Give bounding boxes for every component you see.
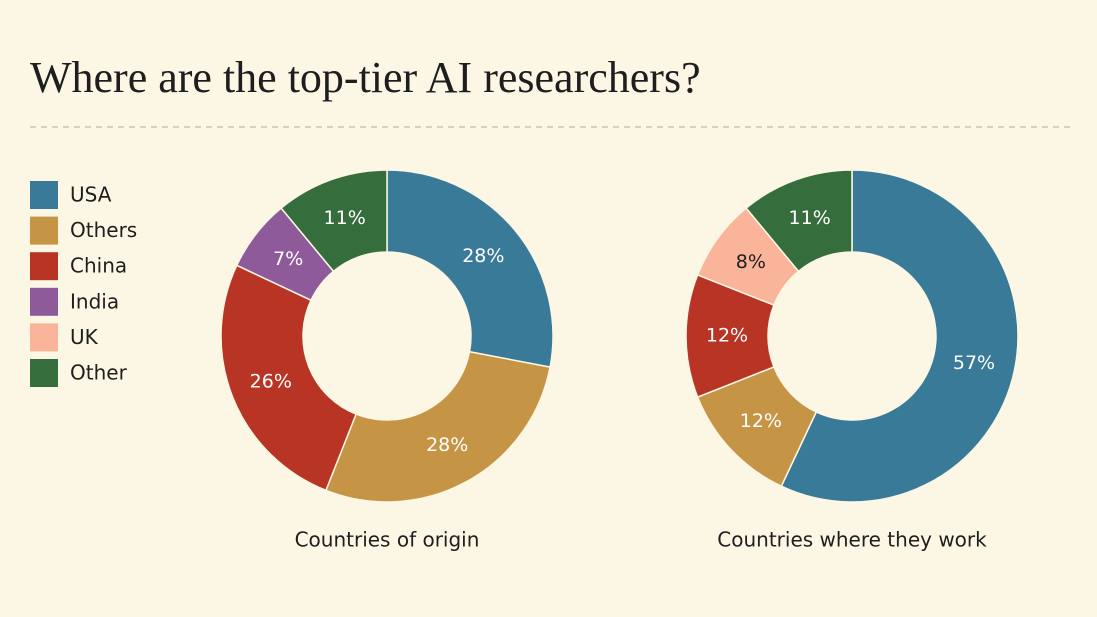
data-label: 26% (250, 371, 292, 393)
legend-label: UK (70, 325, 99, 349)
chart-caption: Countries where they work (717, 528, 987, 552)
legend-label: India (70, 289, 119, 313)
data-label: 12% (740, 410, 782, 432)
legend-swatch (30, 216, 58, 245)
legend-label: USA (70, 183, 112, 207)
legend-label: Others (70, 218, 137, 242)
donut-slice (324, 350, 551, 503)
data-label: 11% (324, 207, 366, 229)
data-label: 12% (706, 325, 748, 347)
donut-slice (280, 169, 388, 273)
chart-title: Where are the top-tier AI researchers? (30, 53, 701, 102)
donut-slice (780, 169, 1019, 503)
legend-label: Other (70, 361, 128, 385)
data-label: 28% (462, 245, 504, 267)
data-label: 28% (426, 434, 468, 456)
legend-label: China (70, 254, 127, 278)
legend-swatch (30, 252, 58, 281)
legend-swatch (30, 287, 58, 316)
legend-swatch (30, 181, 58, 209)
data-label: 7% (273, 248, 303, 270)
data-label: 57% (953, 352, 995, 374)
chart-caption: Countries of origin (295, 528, 480, 552)
donut-slice (220, 264, 358, 492)
data-label: 8% (736, 251, 766, 273)
data-label: 11% (789, 207, 831, 229)
donut-slice (386, 169, 554, 368)
donut-slice (745, 169, 853, 273)
legend-swatch (30, 323, 58, 352)
legend-swatch (30, 359, 58, 387)
